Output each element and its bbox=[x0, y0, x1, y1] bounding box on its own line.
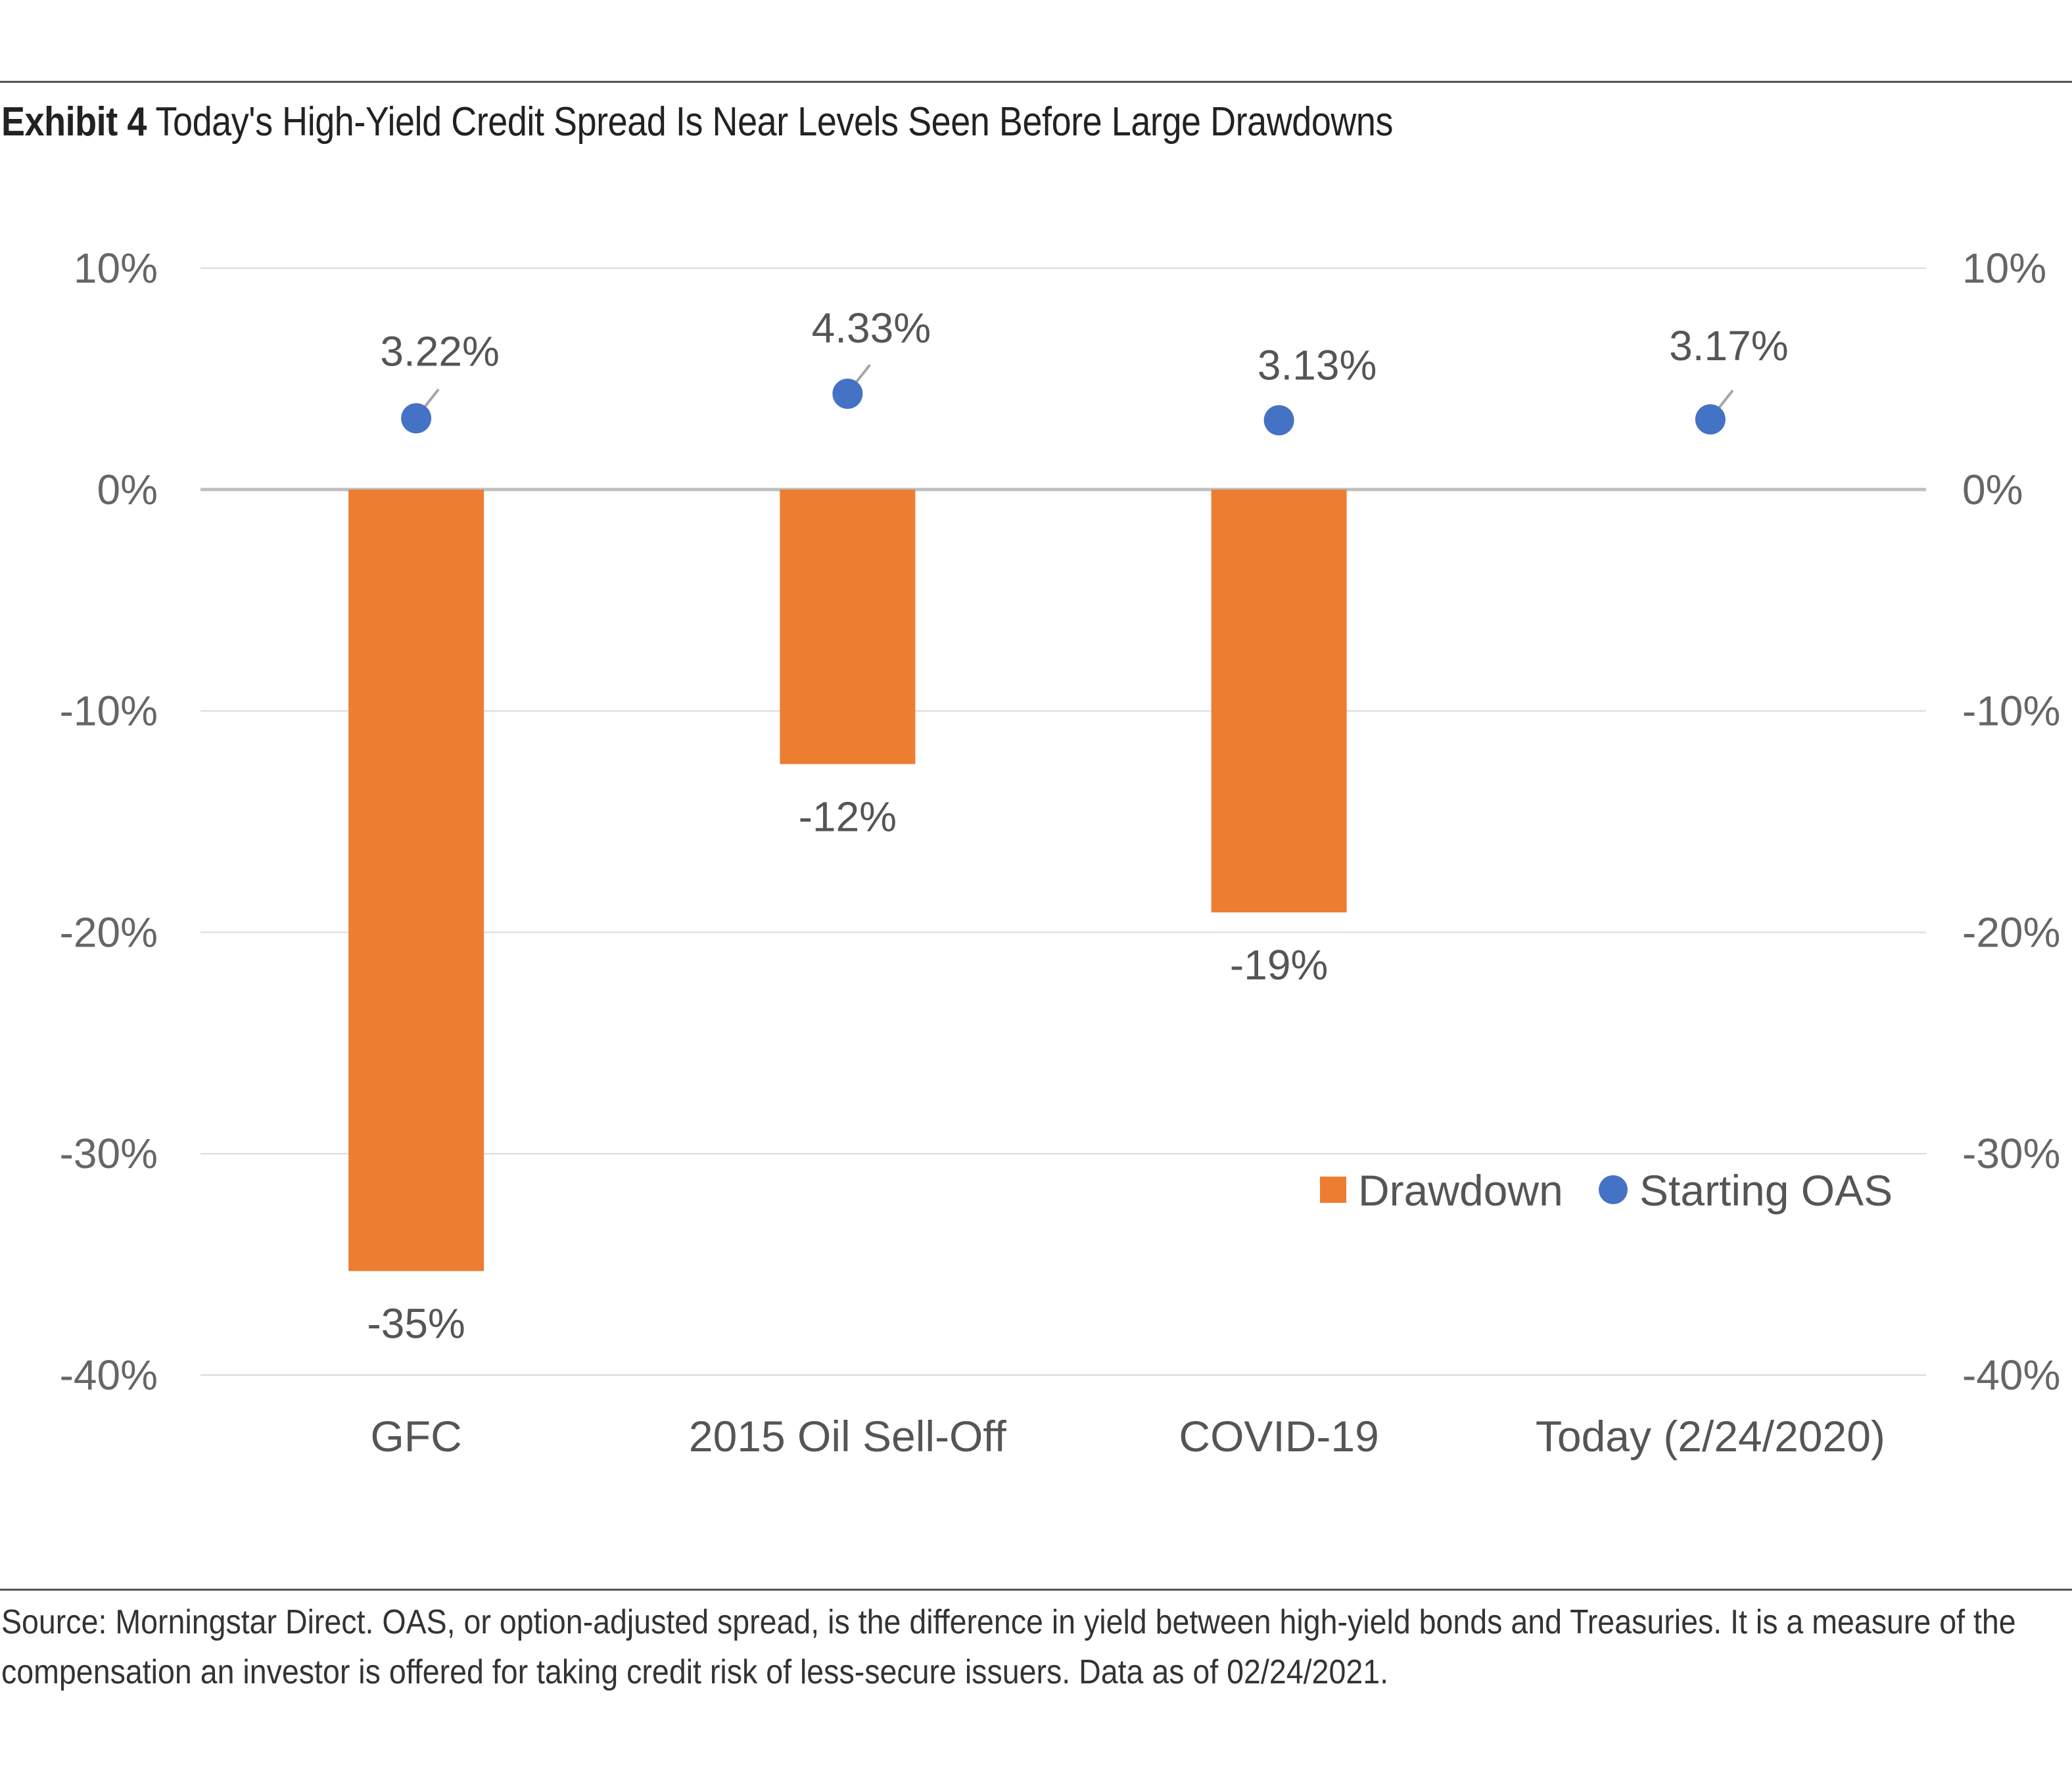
y-right-tick-label: -40% bbox=[1962, 1351, 2060, 1399]
source-note: Source: Morningstar Direct. OAS, or opti… bbox=[1, 1603, 2016, 1691]
legend: Drawdown Starting OAS bbox=[1320, 1166, 1893, 1215]
title-text: Today's High-Yield Credit Spread Is Near… bbox=[155, 99, 1394, 145]
exhibit-label: Exhibit 4 bbox=[1, 99, 147, 145]
x-category-label: Today (2/24/2020) bbox=[1536, 1412, 1885, 1461]
oas-value-label: 4.33% bbox=[812, 304, 931, 352]
legend-drawdown-swatch bbox=[1320, 1177, 1346, 1203]
drawdown-bar bbox=[1211, 489, 1347, 913]
y-right-tick-label: -20% bbox=[1962, 908, 2060, 956]
drawdown-bars: -35% -12% -19% bbox=[348, 489, 1347, 1347]
legend-oas-label: Starting OAS bbox=[1639, 1166, 1893, 1215]
y-right-tick-label: 0% bbox=[1962, 466, 2023, 513]
y-right-tick-label: -30% bbox=[1962, 1130, 2060, 1177]
y-tick-label: -20% bbox=[60, 908, 158, 956]
oas-point bbox=[1695, 404, 1726, 435]
legend-oas-marker bbox=[1599, 1175, 1628, 1204]
left-y-axis: 10% 0% -10% -20% -30% -40% bbox=[60, 245, 158, 1399]
right-y-axis: 10% 0% -10% -20% -30% -40% bbox=[1962, 245, 2060, 1399]
x-category-label: GFC bbox=[370, 1412, 461, 1461]
y-tick-label: 10% bbox=[74, 245, 158, 292]
oas-value-label: 3.17% bbox=[1669, 322, 1788, 369]
y-tick-label: -10% bbox=[60, 688, 158, 735]
oas-points: 3.22% 4.33% 3.13% 3.17% bbox=[380, 304, 1789, 436]
y-tick-label: -30% bbox=[60, 1130, 158, 1177]
oas-value-label: 3.22% bbox=[380, 327, 499, 375]
oas-point bbox=[832, 378, 863, 409]
top-rule bbox=[0, 81, 2072, 83]
oas-value-label: 3.13% bbox=[1258, 341, 1377, 388]
y-tick-label: -40% bbox=[60, 1351, 158, 1399]
y-right-tick-label: -10% bbox=[1962, 688, 2060, 735]
gridlines bbox=[200, 268, 1926, 1376]
x-axis-categories: GFC 2015 Oil Sell-Off COVID-19 Today (2/24/… bbox=[370, 1412, 1885, 1461]
y-tick-label: 0% bbox=[97, 466, 158, 513]
oas-point bbox=[401, 403, 432, 434]
legend-drawdown-label: Drawdown bbox=[1358, 1166, 1563, 1215]
drawdown-bar bbox=[348, 489, 484, 1271]
drawdown-value-label: -19% bbox=[1230, 941, 1328, 989]
drawdown-value-label: -35% bbox=[367, 1300, 465, 1347]
bottom-rule bbox=[0, 1589, 2072, 1591]
x-category-label: COVID-19 bbox=[1179, 1412, 1378, 1461]
chart-area: -35% -12% -19% 3.22% 4.33% 3.13% 3.17% 10% 0% -… bbox=[60, 245, 2061, 1461]
y-right-tick-label: 10% bbox=[1962, 245, 2046, 292]
drawdown-value-label: -12% bbox=[799, 793, 897, 840]
x-category-label: 2015 Oil Sell-Off bbox=[689, 1412, 1007, 1461]
drawdown-bar bbox=[780, 489, 916, 764]
chart-title: Exhibit 4 Today's High-Yield Credit Spre… bbox=[1, 99, 1393, 145]
oas-point bbox=[1263, 405, 1294, 436]
